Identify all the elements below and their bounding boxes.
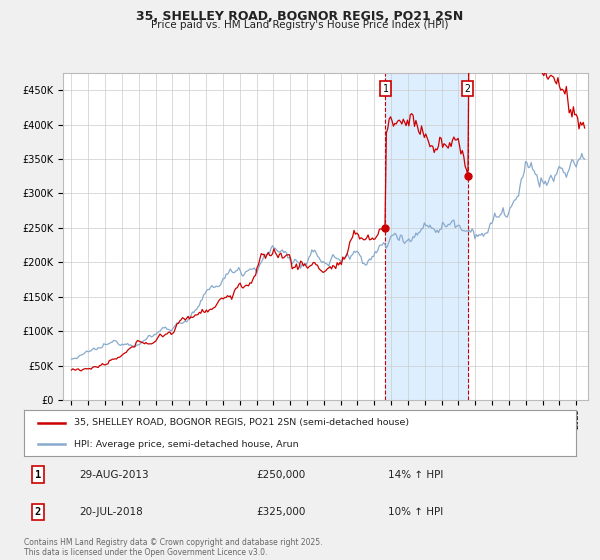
Text: 35, SHELLEY ROAD, BOGNOR REGIS, PO21 2SN: 35, SHELLEY ROAD, BOGNOR REGIS, PO21 2SN [136,10,464,23]
Text: £325,000: £325,000 [256,507,305,517]
Text: 10% ↑ HPI: 10% ↑ HPI [388,507,443,517]
Bar [385,73,467,400]
Text: 2: 2 [35,507,41,517]
Text: £250,000: £250,000 [256,470,305,479]
Text: Price paid vs. HM Land Registry's House Price Index (HPI): Price paid vs. HM Land Registry's House … [151,20,449,30]
Text: 1: 1 [382,83,388,94]
Text: 20-JUL-2018: 20-JUL-2018 [79,507,143,517]
Text: Contains HM Land Registry data © Crown copyright and database right 2025.
This d: Contains HM Land Registry data © Crown c… [24,538,323,557]
Text: 29-AUG-2013: 29-AUG-2013 [79,470,149,479]
Text: 1: 1 [35,470,41,479]
Text: 2: 2 [465,83,470,94]
Text: 14% ↑ HPI: 14% ↑ HPI [388,470,443,479]
Text: 35, SHELLEY ROAD, BOGNOR REGIS, PO21 2SN (semi-detached house): 35, SHELLEY ROAD, BOGNOR REGIS, PO21 2SN… [74,418,409,427]
Text: HPI: Average price, semi-detached house, Arun: HPI: Average price, semi-detached house,… [74,440,298,449]
